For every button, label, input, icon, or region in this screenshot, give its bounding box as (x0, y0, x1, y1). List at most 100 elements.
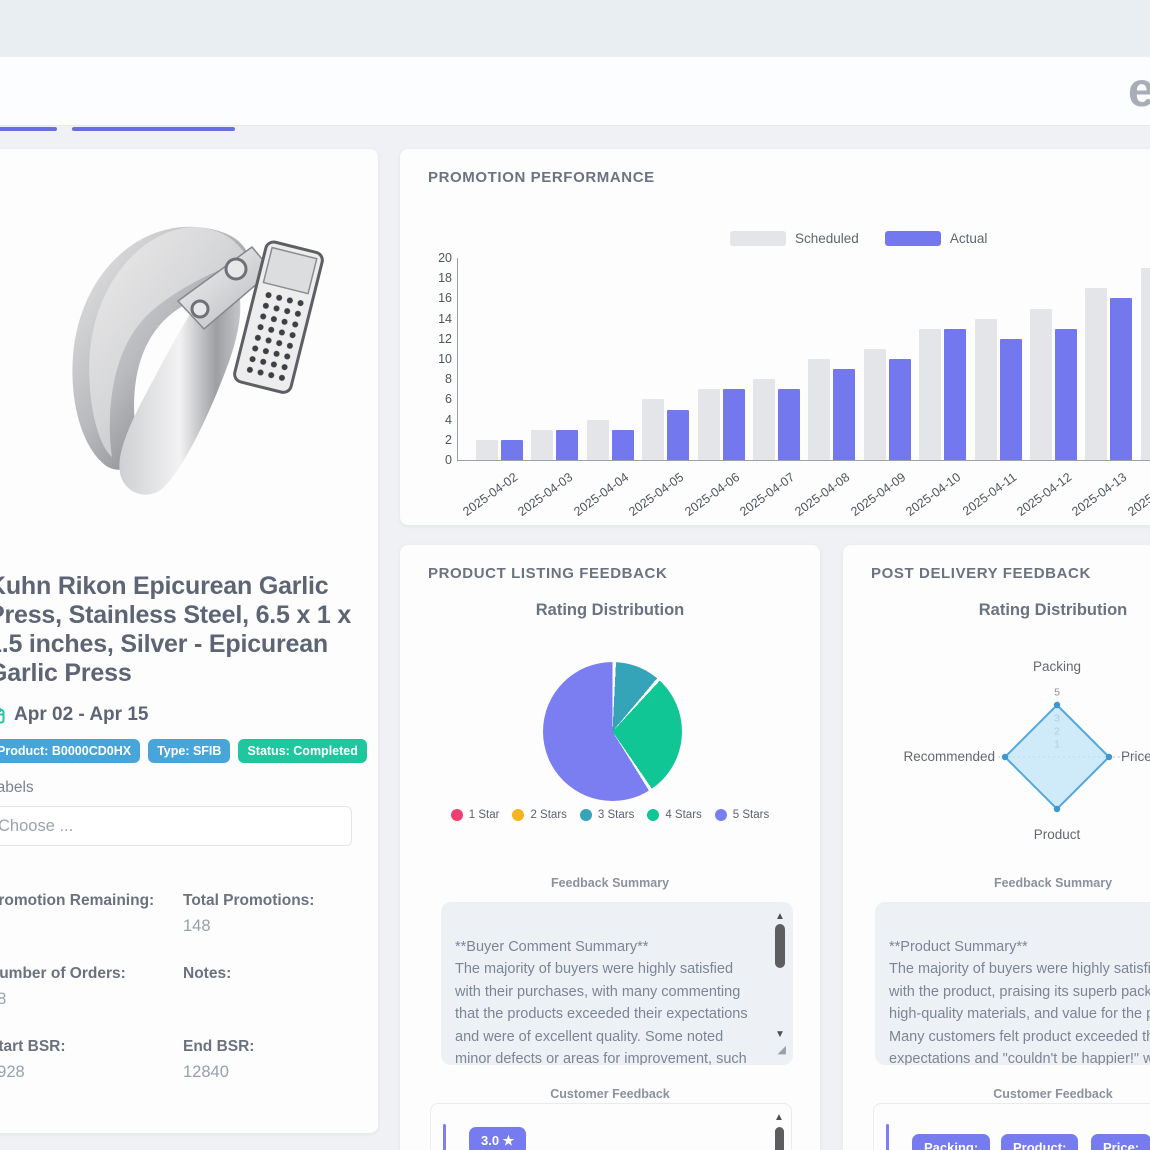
feedback-summary-textarea[interactable]: **Product Summary** The majority of buye… (875, 902, 1150, 1065)
y-tick-label: 20 (438, 251, 452, 265)
bar-chart-legend: Scheduled Actual (730, 231, 987, 246)
tab-indicator-2[interactable] (72, 127, 235, 131)
scroll-up-icon[interactable]: ▲ (774, 1112, 784, 1123)
bar-actual (722, 389, 745, 460)
category-pill-product: Product: (1001, 1134, 1079, 1150)
bar-scheduled (697, 389, 720, 460)
bar-actual (999, 338, 1022, 460)
legend-label: 3 Stars (597, 809, 635, 821)
post-delivery-feedback-title: POST DELIVERY FEEDBACK (871, 565, 1091, 582)
category-pill-price: Price: (1091, 1134, 1150, 1150)
feedback-summary-label: Feedback Summary (550, 876, 670, 890)
bar-actual (833, 369, 856, 460)
labels-select-placeholder: Choose ... (0, 816, 74, 835)
feedback-summary-textarea[interactable]: **Buyer Comment Summary** The majority o… (441, 902, 793, 1065)
y-tick-label: 14 (438, 311, 452, 326)
legend-label: 1 Star (468, 809, 500, 821)
bar-chart-y-axis: 0 2 4 6 8 10 12 14 16 18 20 (400, 251, 452, 467)
bar-scheduled (974, 318, 997, 460)
bar-scheduled (642, 399, 665, 460)
stat-end-bsr: End BSR: 12840 (183, 1038, 255, 1081)
product-listing-feedback-card: PRODUCT LISTING FEEDBACK Rating Distribu… (400, 545, 820, 1150)
product-listing-feedback-title: PRODUCT LISTING FEEDBACK (428, 565, 668, 582)
legend-label: Scheduled (795, 231, 859, 246)
resize-handle-icon[interactable]: ◢ (777, 1043, 786, 1056)
y-tick-label: 0 (445, 453, 452, 467)
stat-total-promotions: Total Promotions: 148 (183, 892, 315, 935)
labels-label: Labels (0, 779, 34, 796)
stat-number-of-orders: Number of Orders: 88 (0, 965, 126, 1008)
stat-start-bsr: Start BSR: 1928 (0, 1038, 66, 1081)
legend-dot (450, 809, 463, 821)
bar-chart-plot: 2025-04-02 2025-04-03 2025-04-04 2025-04-05… (457, 258, 1150, 519)
bar-actual (556, 429, 579, 460)
legend-item: Actual (884, 231, 987, 246)
list-scrollbar[interactable]: ▲ (772, 1112, 786, 1150)
radar-data-polygon (1003, 703, 1111, 811)
product-asin-badge: Product: B0000CD0HX (0, 739, 141, 763)
stat-promotion-remaining: Promotion Remaining: 0 (0, 892, 155, 909)
bar-scheduled (476, 439, 498, 460)
scrollbar-thumb[interactable] (774, 1127, 784, 1150)
textarea-scrollbar[interactable]: ▲ ▼ ◢ (773, 906, 788, 1061)
bar-actual (1055, 328, 1077, 460)
promotion-date-range: Apr 02 - Apr 15 (0, 704, 354, 726)
badge-row: Product: B0000CD0HX Type: SFIB Status: C… (0, 739, 367, 763)
radar-tick-label: 5 (1054, 687, 1060, 699)
legend-label: 2 Stars (530, 809, 567, 821)
radar-axis-label: Price (1121, 749, 1150, 764)
bar-scheduled (753, 379, 775, 460)
legend-dot (579, 809, 592, 821)
bar-scheduled (808, 359, 831, 460)
customer-feedback-label: Customer Feedback (550, 1087, 670, 1101)
stat-notes: Notes: (183, 965, 232, 982)
bar-scheduled (1085, 288, 1108, 460)
calendar-icon (0, 707, 5, 723)
y-tick-label: 8 (445, 372, 452, 387)
legend-label: 5 Stars (732, 809, 770, 821)
legend-dot (512, 809, 525, 821)
bar-scheduled (531, 429, 554, 460)
app-header: e (0, 57, 1150, 126)
radar-axis-label: Packing (1033, 659, 1081, 674)
status-badge: Status: Completed (238, 739, 367, 763)
scroll-down-icon[interactable]: ▼ (775, 1029, 785, 1040)
rating-distribution-pie (543, 662, 682, 801)
bar-scheduled (586, 419, 609, 460)
bar-actual (944, 328, 967, 460)
radar-axis-label: Recommended (903, 749, 995, 764)
bar-actual (501, 439, 523, 460)
radar-vertex-marker (1053, 805, 1061, 813)
stats-grid: Promotion Remaining: 0 Total Promotions:… (0, 892, 354, 1082)
y-tick-label: 16 (438, 291, 452, 306)
bar-scheduled (919, 328, 942, 460)
customer-feedback-list[interactable]: 3.0 ★ ▲ (430, 1103, 792, 1150)
bar-actual (888, 359, 911, 460)
y-tick-label: 6 (445, 392, 452, 407)
post-delivery-feedback-card: POST DELIVERY FEEDBACK Rating Distributi… (843, 545, 1150, 1150)
bar-actual (667, 409, 690, 460)
y-tick-label: 10 (438, 352, 452, 366)
bar-actual (778, 389, 800, 460)
rating-distribution-radar: 12345PackingPriceProductRecommended (903, 659, 1150, 842)
brand-logo: e (1128, 64, 1150, 117)
category-pill-packing: Packing: (912, 1134, 991, 1150)
radar-chart-title: Rating Distribution (978, 601, 1128, 619)
scroll-up-icon[interactable]: ▲ (775, 911, 785, 922)
scrollbar-thumb[interactable] (775, 924, 785, 968)
radar-vertex-marker (1001, 753, 1009, 761)
labels-select[interactable]: Choose ... (0, 806, 352, 846)
tab-indicator-1[interactable] (0, 127, 57, 131)
feedback-item-accent (886, 1124, 889, 1150)
product-title: Kuhn Rikon Epicurean Garlic Press, Stain… (0, 572, 352, 687)
pie-chart-legend: 1 Star 2 Stars 3 Stars 4 Stars 5 Stars (400, 809, 820, 821)
y-tick-label: 12 (438, 331, 452, 346)
legend-swatch (884, 231, 941, 246)
pie-legend-item: 5 Stars (714, 809, 770, 821)
customer-feedback-list[interactable]: Packing: Product: Price: Recommended: (873, 1103, 1150, 1150)
promotion-type-badge: Type: SFIB (148, 739, 231, 763)
bar-scheduled (863, 348, 886, 460)
pie-legend-item: 3 Stars (579, 809, 635, 821)
